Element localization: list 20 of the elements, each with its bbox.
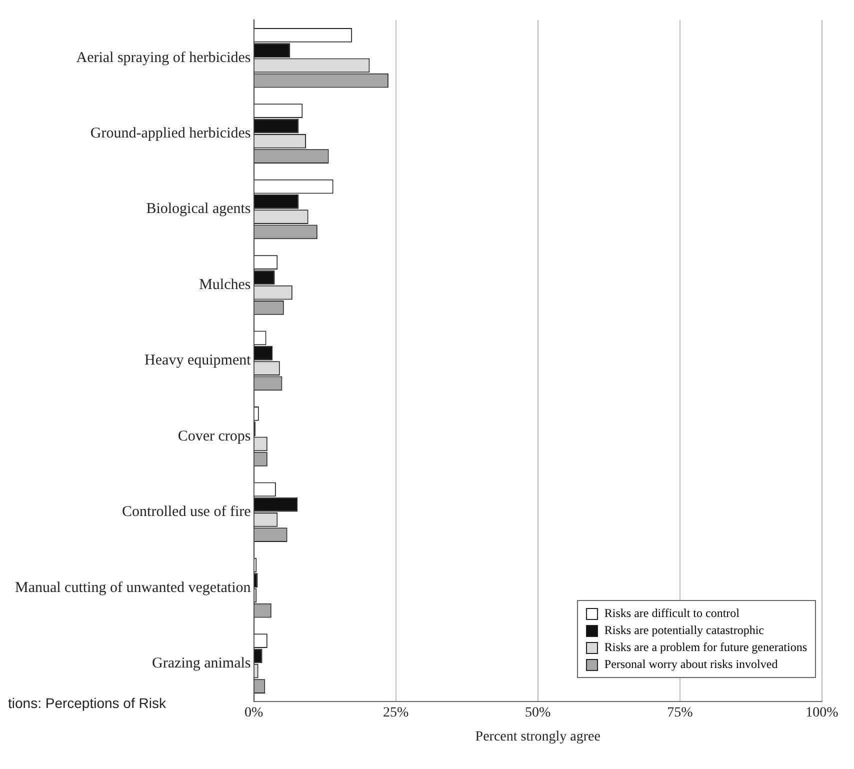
text: Risks are difficult to control [604,605,740,622]
legend-label: Personal worry about risks involved [604,656,778,673]
y-tick-label: Grazing animals [152,655,251,672]
x-tick-label: 75% [667,705,694,720]
x-tick-label: 100% [806,705,839,720]
y-tick-label: Controlled use of fire [122,504,252,520]
y-tick-label: Manual cutting of unwanted vegetation [14,580,252,596]
legend-label: Risks are potentially catastrophic [604,622,764,639]
y-tick-label: Biological agents [146,201,251,218]
text: tions: Perceptions of Risk [8,695,166,711]
y-tick-label: Mulches [199,276,251,293]
y-tick-label: Heavy equipment [144,352,252,369]
y-tick-label: Ground-applied herbicides [90,126,251,142]
x-tick-label: 0% [244,705,264,720]
y-tick-label: Aerial spraying of herbicides [76,50,251,66]
x-tick-label: 50% [525,705,552,720]
x-tick-label: 25% [382,705,409,720]
y-tick-label: Cover crops [178,428,251,444]
x-axis-title: Percent strongly agree [475,729,600,744]
legend-label: Risks are a problem for future generations [604,639,807,656]
